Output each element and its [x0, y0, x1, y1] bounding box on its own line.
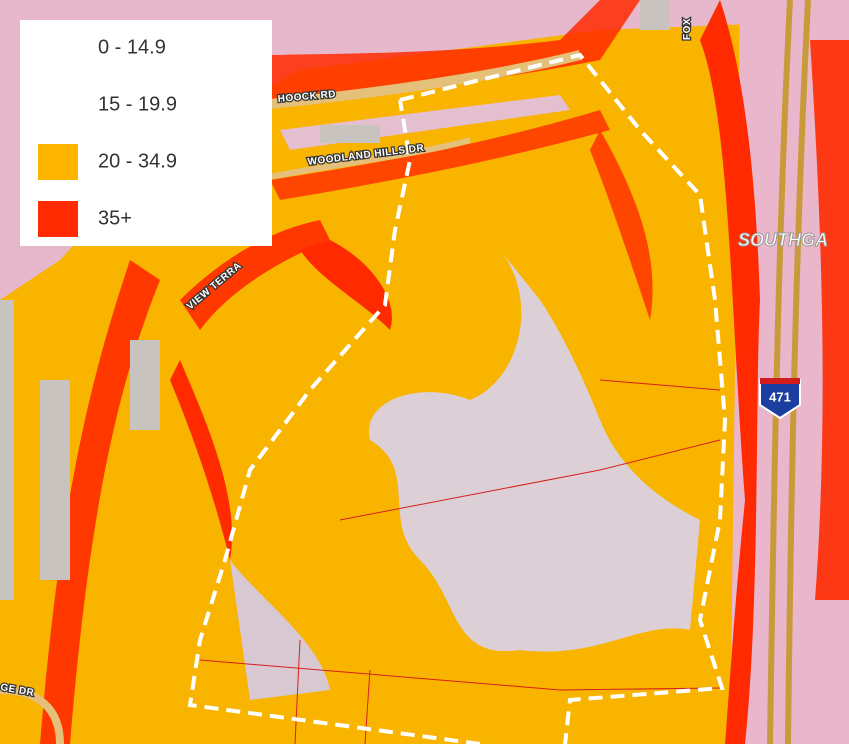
legend-label: 35+	[98, 207, 132, 229]
legend-swatch	[38, 201, 78, 237]
road-label: FOX	[682, 18, 693, 40]
map: HOOCK RD WOODLAND HILLS DR VIEW TERRA FO…	[0, 0, 849, 744]
legend-swatch	[38, 87, 78, 123]
building	[40, 380, 70, 580]
building	[320, 125, 380, 143]
legend-label: 20 - 34.9	[98, 150, 177, 172]
building	[640, 0, 670, 30]
building	[130, 340, 160, 430]
map-view: HOOCK RD WOODLAND HILLS DR VIEW TERRA FO…	[0, 0, 849, 744]
area-label: SOUTHGA	[738, 230, 828, 250]
legend-label: 15 - 19.9	[98, 93, 177, 115]
legend: 0 - 14.9 15 - 19.9 20 - 34.9 35+	[20, 20, 272, 246]
legend-swatch	[38, 144, 78, 180]
legend-swatch	[38, 30, 78, 66]
highway-number: 471	[769, 389, 791, 404]
highway-shield-top	[760, 378, 800, 384]
building	[0, 300, 14, 600]
legend-label: 0 - 14.9	[98, 36, 166, 58]
